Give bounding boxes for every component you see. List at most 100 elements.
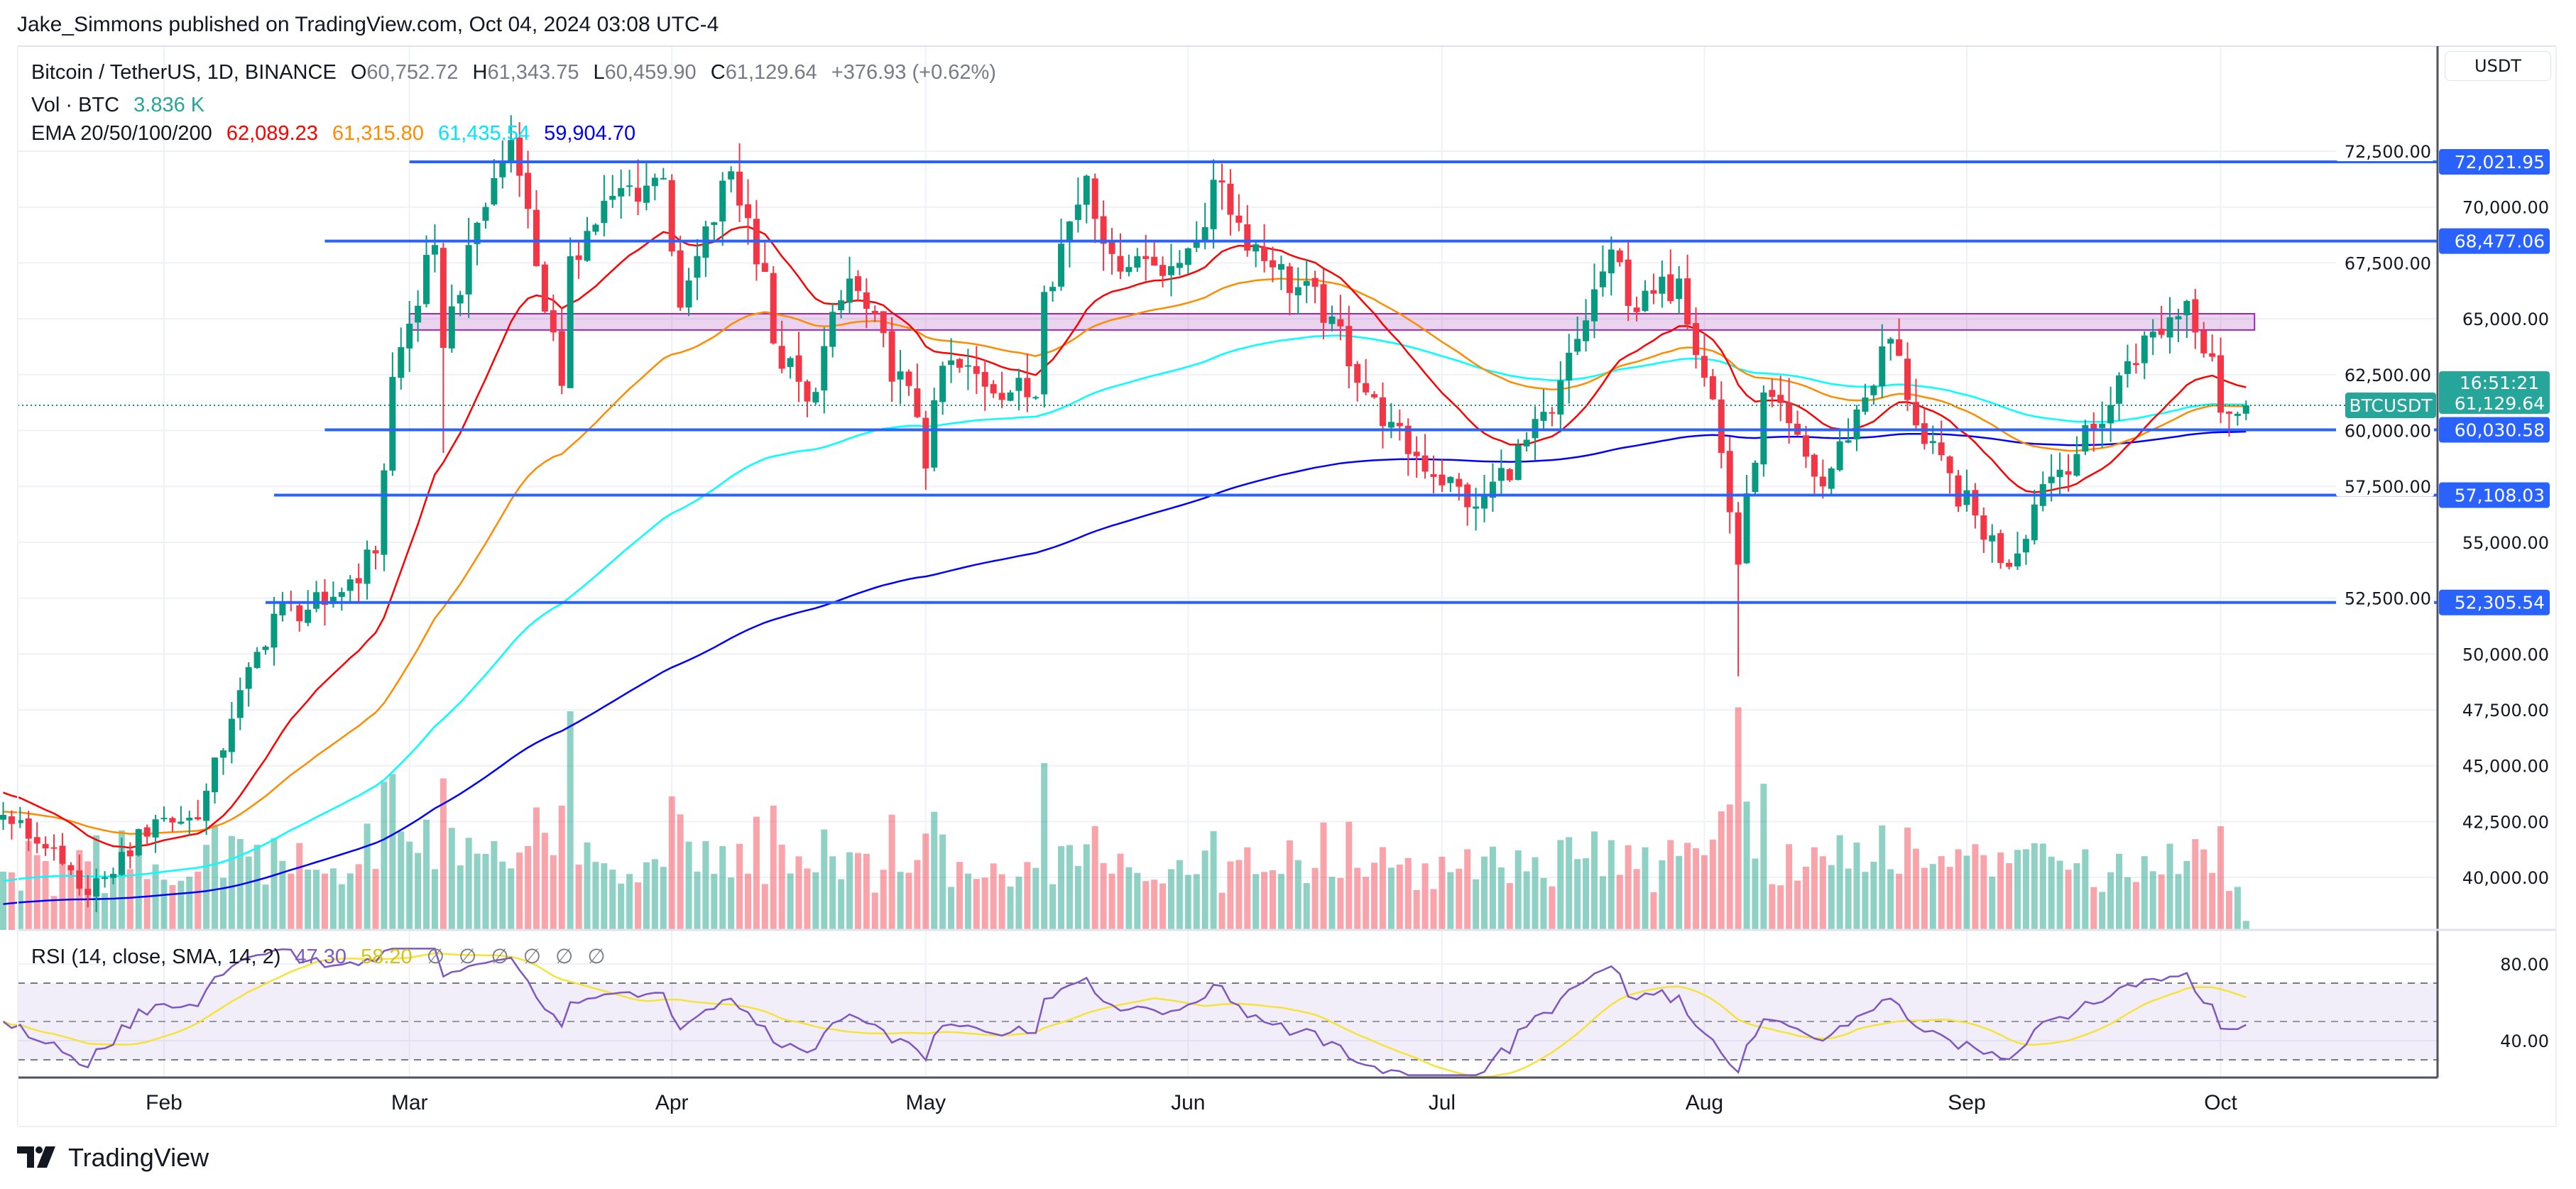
volume-bar	[728, 877, 735, 930]
time-axis[interactable]: Feb Mar Apr May Jun Jul Aug Sep Oct	[146, 1091, 2237, 1114]
candle	[1270, 246, 1277, 283]
candle-body	[1041, 292, 1048, 395]
volume-bar	[761, 884, 768, 930]
candle-body	[1896, 339, 1903, 356]
candle	[1210, 159, 1217, 249]
volume-bar	[203, 845, 210, 930]
volume-bar	[1456, 868, 1463, 930]
candle	[1193, 221, 1200, 253]
candle	[812, 388, 819, 405]
candle	[804, 379, 811, 417]
candle-body	[914, 388, 921, 417]
volume-bar	[1515, 850, 1522, 930]
candle	[1980, 507, 1987, 554]
volume-bar	[1574, 859, 1581, 930]
candle-body	[1371, 394, 1378, 398]
candle	[1963, 469, 1970, 512]
candle-body	[1024, 378, 1031, 398]
candle	[1786, 378, 1793, 444]
volume-bar	[1642, 847, 1649, 930]
volume-bar	[1328, 877, 1336, 930]
volume-bar	[1473, 879, 1480, 930]
candle	[1862, 383, 1869, 415]
volume-label[interactable]: Vol · BTC	[31, 94, 120, 116]
grid	[18, 46, 2438, 1078]
ema-label[interactable]: EMA 20/50/100/200	[31, 122, 212, 145]
candle	[474, 221, 481, 265]
candle	[1235, 194, 1243, 231]
rsi-legend: RSI (14, close, SMA, 14, 2) 47.30 58.20 …	[31, 944, 614, 969]
level-price-tag-text: 60,030.58	[2455, 420, 2545, 441]
volume-bar	[1176, 860, 1183, 930]
candle	[1328, 305, 1336, 332]
volume-bar	[1802, 866, 1809, 930]
candle-body	[1387, 422, 1395, 428]
candle-body	[1125, 267, 1133, 273]
time-tick-label: Sep	[1948, 1091, 1985, 1114]
candle-body	[1684, 278, 1691, 325]
volume-bar	[448, 828, 455, 930]
candle	[1769, 378, 1776, 407]
price-axis[interactable]: 72,500.00 70,000.00 67,500.00 65,000.00 62,5…	[2336, 140, 2549, 1051]
volume-bar	[1286, 840, 1293, 930]
volume-bar	[1277, 874, 1284, 930]
volume-bar	[2124, 877, 2131, 930]
volume-bar	[770, 805, 777, 930]
candle	[143, 824, 151, 845]
volume-bar	[1320, 822, 1327, 930]
volume-bar	[651, 859, 658, 930]
candle	[1311, 270, 1319, 304]
volume-bar	[406, 841, 413, 930]
candle-body	[846, 278, 853, 303]
volume-bar	[457, 865, 464, 930]
candle-body	[1134, 256, 1141, 268]
volume-bar	[2090, 887, 2097, 930]
candle	[1989, 524, 1996, 563]
candle-body	[329, 596, 337, 604]
candle-body	[1270, 260, 1277, 268]
price-tick-label: 45,000.00	[2462, 757, 2549, 777]
candle-body	[2192, 299, 2199, 333]
volume-bar	[508, 868, 515, 930]
level-price-tag	[2439, 482, 2550, 508]
volume-bar	[186, 877, 193, 930]
volume-bar	[1481, 856, 1488, 930]
candle	[2200, 322, 2207, 358]
candle	[1337, 295, 1344, 341]
volume-bar	[1777, 885, 1784, 930]
candle-body	[1091, 178, 1098, 219]
volume-bar	[25, 840, 32, 930]
volume-bar	[888, 814, 895, 930]
candle-body	[76, 870, 83, 889]
candle-body	[2242, 405, 2249, 414]
volume-bar	[2175, 874, 2182, 930]
volume-bar	[389, 774, 396, 930]
candle	[1227, 169, 1234, 236]
volume-bar	[279, 860, 286, 930]
price-tick-label: 62,500.00	[2345, 366, 2431, 385]
candle	[236, 677, 244, 730]
candle	[1464, 482, 1471, 526]
candle	[719, 172, 726, 246]
tradingview-logo[interactable]: TradingView	[17, 1143, 209, 1173]
volume-bar	[1608, 840, 1615, 930]
candle	[84, 875, 92, 908]
currency-button[interactable]: USDT	[2445, 51, 2551, 81]
candle	[169, 816, 176, 832]
level-price-tag-text: 57,108.03	[2455, 486, 2545, 506]
volume-bar	[897, 872, 904, 930]
volume-bar	[1303, 883, 1310, 930]
candle	[635, 159, 642, 215]
volume-bar	[846, 852, 853, 930]
volume-bar	[575, 864, 582, 930]
volume-bar	[2006, 863, 2013, 930]
candle-body	[651, 177, 658, 187]
candle-body	[381, 470, 388, 555]
candle	[1590, 263, 1598, 339]
candle	[2039, 471, 2046, 512]
rsi-label[interactable]: RSI (14, close, SMA, 14, 2)	[31, 946, 281, 968]
candle-body	[1862, 398, 1869, 412]
candle-body	[228, 718, 235, 752]
symbol-title[interactable]: Bitcoin / TetherUS, 1D, BINANCE	[31, 61, 337, 84]
